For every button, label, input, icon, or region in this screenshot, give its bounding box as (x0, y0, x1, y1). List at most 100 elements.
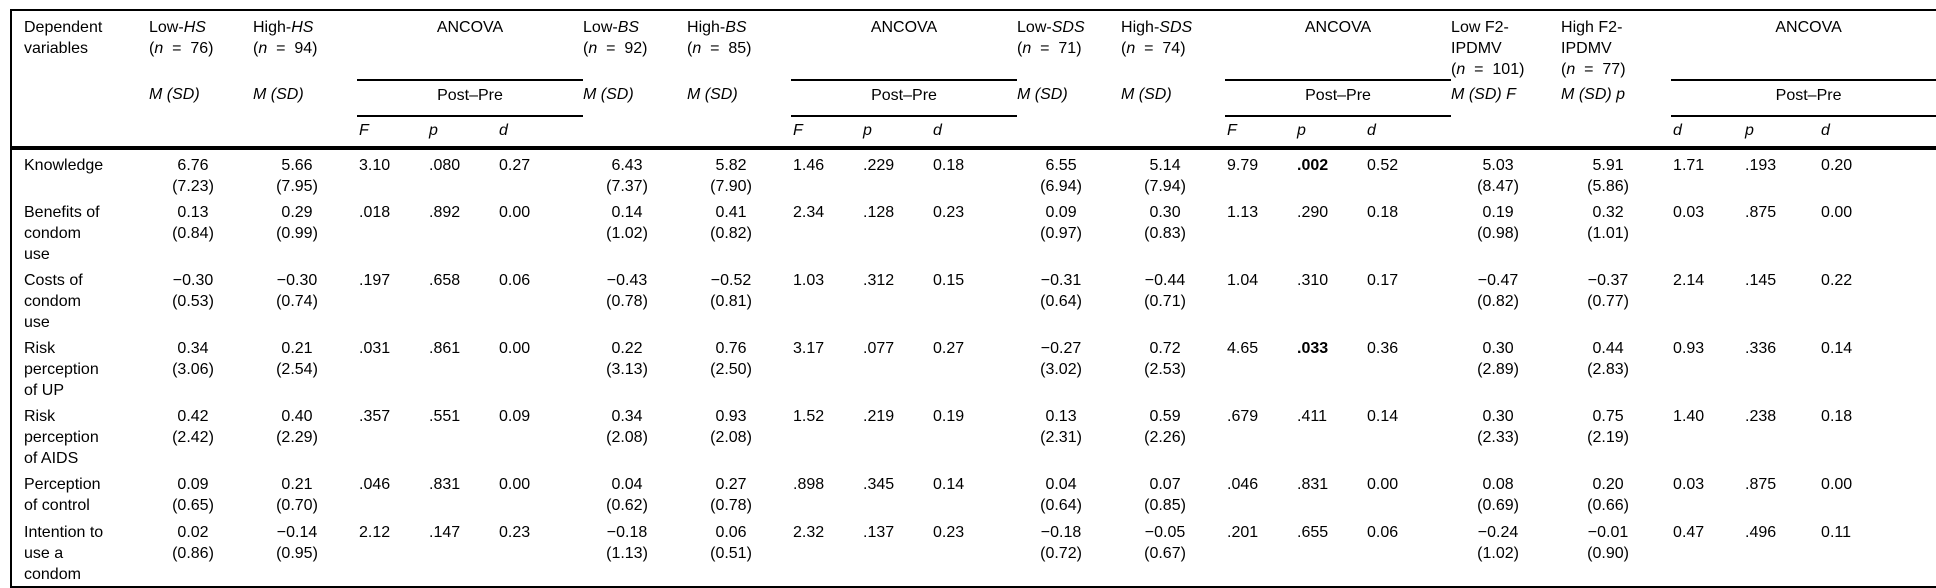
n-open: ( (1561, 61, 1567, 78)
f-value-cell: .046 (359, 476, 391, 493)
f-value-cell: .018 (359, 204, 391, 221)
n-symbol: n (692, 40, 702, 57)
p-value-cell: .290 (1297, 204, 1329, 221)
mean-sd-cell: 5.03 (8.47) (1451, 148, 1561, 197)
mean-sd-cell: −0.30 (0.74) (253, 265, 357, 333)
mean-value: 0.06 (715, 524, 747, 541)
msd-header-high: M (SD) p (1561, 80, 1672, 150)
sd-value: (2.53) (1144, 361, 1186, 378)
mean-sd-cell: −0.44 (0.71) (1121, 265, 1225, 333)
sd-value: (0.81) (710, 293, 752, 310)
mean-value: −0.24 (1477, 524, 1519, 541)
mean-sd-cell: −0.52 (0.81) (687, 265, 791, 333)
stat-header: F (791, 116, 862, 150)
mean-sd-cell: 0.76 (2.50) (687, 333, 791, 401)
sd-value: (2.29) (276, 429, 318, 446)
n-open: ( (1451, 61, 1457, 78)
mean-sd-cell: 0.08 (0.69) (1451, 469, 1561, 517)
d-value-cell: 0.06 (499, 272, 531, 289)
sd-value: (0.98) (1477, 225, 1519, 242)
stat-header: F (1225, 116, 1296, 150)
p-value-cell: .229 (863, 157, 895, 174)
f-value-cell: .046 (1227, 476, 1259, 493)
sd-value: (7.37) (606, 178, 648, 195)
f-value-cell: 0.93 (1673, 340, 1705, 357)
p-value-cell: .128 (863, 204, 895, 221)
mean-value: 0.59 (1149, 408, 1181, 425)
mean-value: 0.13 (177, 204, 209, 221)
sd-value: (0.64) (1040, 497, 1082, 514)
mean-sd-cell: 5.91 (5.86) (1561, 148, 1671, 197)
sd-value: (8.47) (1477, 178, 1519, 195)
ancova-spanner: ANCOVA (1225, 10, 1452, 81)
d-value-cell: 0.14 (1821, 340, 1853, 357)
mean-sd-cell: −0.37 (0.77) (1561, 265, 1671, 333)
ancova-label: ANCOVA (870, 19, 938, 36)
mean-value: 0.20 (1592, 476, 1624, 493)
row-label-line: of UP (24, 382, 65, 399)
n-value: = 94) (267, 40, 318, 57)
mean-sd-cell: 0.19 (0.98) (1451, 197, 1561, 265)
mean-value: 0.13 (1045, 408, 1077, 425)
p-value-cell: .411 (1297, 408, 1327, 425)
p-value-cell: .345 (863, 476, 895, 493)
sd-value: (0.70) (276, 497, 318, 514)
post-pre-label: Post–Pre (871, 87, 937, 104)
post-pre-label: Post–Pre (437, 87, 503, 104)
group-label-abbrev: SDS (1051, 19, 1085, 36)
row-label-line: use (24, 246, 50, 263)
row-label-line: of control (24, 497, 90, 514)
group-label-abbrev: BS (725, 19, 747, 36)
f-value-cell: .898 (793, 476, 825, 493)
sd-value: (2.08) (606, 429, 648, 446)
mean-sd-cell: 0.72 (2.53) (1121, 333, 1225, 401)
n-value: = 74) (1135, 40, 1186, 57)
sd-value: (0.64) (1040, 293, 1082, 310)
p-value-cell: .655 (1297, 524, 1329, 541)
p-value-cell: .147 (429, 524, 461, 541)
mean-sd-cell: 0.04 (0.64) (1017, 469, 1121, 517)
d-value-cell: 0.14 (933, 476, 965, 493)
d-value-cell: 0.06 (1367, 524, 1399, 541)
mean-value: −0.44 (1144, 272, 1186, 289)
f-value-cell: 1.52 (793, 408, 825, 425)
stat-header: p (427, 116, 497, 150)
d-value-cell: 0.23 (933, 204, 965, 221)
msd-header-low: M (SD) (149, 80, 253, 150)
f-value-cell: 4.65 (1227, 340, 1259, 357)
table-body: Knowledge 6.76 (7.23) 5.66 (7.95) 3.10 .080 0.2… (11, 148, 1936, 587)
stat-header: d (1819, 116, 1936, 150)
group-label-text: High- (253, 19, 292, 36)
sd-value: (0.67) (1144, 545, 1186, 562)
d-value-cell: 0.52 (1367, 157, 1399, 174)
sd-value: (0.82) (710, 225, 752, 242)
p-value-cell: .875 (1745, 204, 1777, 221)
row-label-line: Risk (24, 340, 56, 357)
mean-value: 0.21 (281, 340, 313, 357)
p-value-cell: .892 (429, 204, 461, 221)
mean-sd-cell: 0.09 (0.97) (1017, 197, 1121, 265)
f-value-cell: 1.03 (793, 272, 825, 289)
f-value-cell: 3.10 (359, 157, 391, 174)
n-value: = 92) (597, 40, 648, 57)
mean-value: 0.21 (281, 476, 313, 493)
mean-value: 0.41 (715, 204, 747, 221)
d-value-cell: 0.00 (1367, 476, 1399, 493)
d-value-cell: 0.00 (499, 340, 531, 357)
sd-value: (0.74) (276, 293, 318, 310)
f-value-cell: 3.17 (793, 340, 825, 357)
mean-value: −0.30 (276, 272, 318, 289)
d-value-cell: 0.23 (933, 524, 965, 541)
group-label-text: High- (687, 19, 726, 36)
d-value-cell: 0.23 (499, 524, 531, 541)
table-row: Risk perception of UP 0.34 (3.06) 0.21 (2.54).… (11, 333, 1936, 401)
mean-sd-cell: −0.27 (3.02) (1017, 333, 1121, 401)
f-value-cell: .197 (359, 272, 391, 289)
sd-value: (0.90) (1587, 545, 1629, 562)
row-label-line: Knowledge (24, 157, 104, 174)
sd-value: (2.08) (710, 429, 752, 446)
row-label-line: Risk (24, 408, 56, 425)
mean-value: 6.55 (1045, 157, 1077, 174)
sd-value: (0.86) (172, 545, 214, 562)
